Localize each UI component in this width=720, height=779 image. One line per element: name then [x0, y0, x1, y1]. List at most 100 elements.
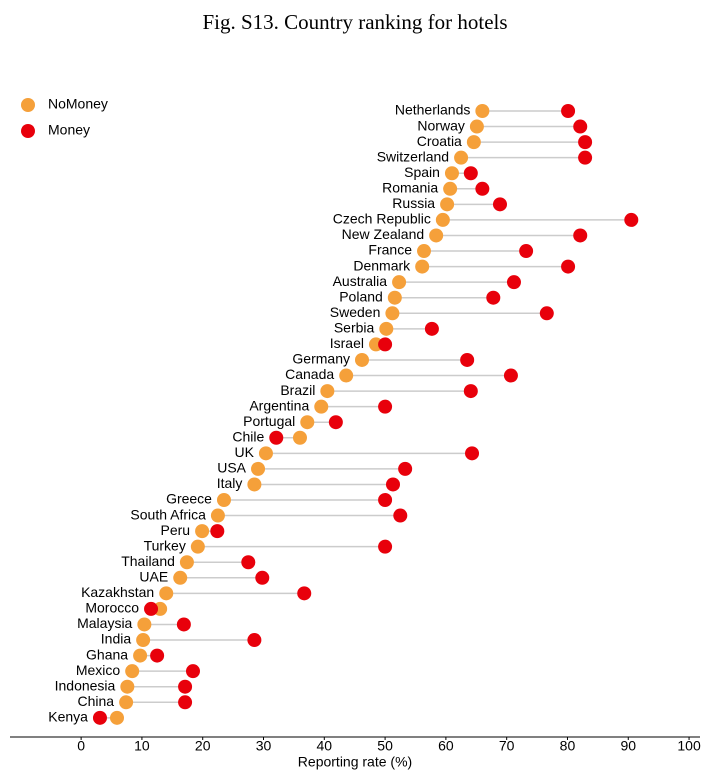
y-tick-label: Norway [417, 117, 464, 133]
dot [475, 104, 490, 118]
x-tick-label: 0 [77, 738, 85, 754]
dot [379, 321, 394, 336]
dot [378, 539, 393, 554]
y-tick-label: Peru [161, 522, 191, 538]
y-tick-label: Switzerland [377, 148, 449, 164]
dot [210, 524, 225, 539]
dot [339, 368, 354, 383]
dot [297, 586, 312, 601]
dot [578, 135, 593, 150]
dot [195, 524, 210, 539]
y-tick-label: Italy [217, 475, 243, 491]
legend-label: NoMoney [48, 96, 108, 112]
dot [378, 493, 393, 507]
dot [190, 539, 205, 554]
x-tick-label: 100 [677, 738, 701, 754]
dot [475, 181, 490, 196]
dot [561, 104, 576, 118]
dot [429, 228, 444, 243]
dot [460, 352, 475, 367]
y-tick-label: Israel [330, 335, 364, 351]
y-tick-label: UK [234, 444, 254, 460]
dot [120, 679, 135, 694]
dot [469, 119, 484, 134]
dot [247, 477, 262, 492]
x-tick-label: 90 [620, 738, 636, 754]
x-tick-label: 20 [195, 738, 211, 754]
dot [241, 555, 256, 570]
y-tick-label: Czech Republic [333, 211, 431, 227]
y-tick-label: Portugal [243, 413, 295, 429]
y-tick-label: India [101, 631, 132, 647]
y-tick-label: Ghana [86, 646, 128, 662]
dot [539, 306, 554, 321]
dot [385, 306, 400, 321]
dot [269, 430, 284, 445]
dot [185, 664, 200, 679]
dot [443, 181, 458, 196]
dot [133, 648, 148, 663]
y-tick-label: Denmark [353, 257, 411, 273]
dot [378, 399, 393, 414]
y-tick-label: Brazil [280, 382, 315, 398]
dot [624, 212, 639, 227]
y-tick-label: South Africa [130, 506, 206, 522]
y-tick-label: Spain [404, 164, 440, 180]
dot [150, 648, 165, 663]
dot [176, 617, 191, 632]
dot [392, 275, 407, 290]
dot [173, 570, 188, 585]
dot [463, 166, 478, 181]
legend-label: Money [48, 122, 90, 138]
dot [328, 415, 343, 430]
y-tick-label: Romania [382, 180, 438, 196]
y-tick-label: Russia [392, 195, 435, 211]
y-tick-label: Serbia [334, 320, 375, 336]
chart-title: Fig. S13. Country ranking for hotels [202, 10, 507, 34]
x-tick-label: 50 [377, 738, 393, 754]
y-tick-label: China [78, 693, 115, 709]
dot [144, 601, 159, 616]
x-tick-label: 30 [256, 738, 272, 754]
y-tick-label: Netherlands [395, 102, 471, 118]
dot [109, 710, 124, 725]
dot [247, 633, 262, 648]
y-tick-label: Chile [232, 428, 264, 444]
dot [387, 290, 402, 305]
dot [519, 244, 534, 259]
dot [463, 384, 478, 399]
legend-marker [21, 98, 35, 112]
dot [435, 212, 450, 227]
dot [454, 150, 469, 165]
y-tick-label: Poland [339, 288, 383, 304]
dot [440, 197, 455, 212]
x-axis-label: Reporting rate (%) [298, 754, 412, 770]
x-tick-label: 70 [499, 738, 515, 754]
y-tick-label: Australia [333, 273, 388, 289]
dot [417, 244, 431, 259]
dot [216, 493, 231, 507]
dot [398, 461, 413, 476]
dot [136, 633, 151, 648]
dot [258, 446, 273, 461]
dot [137, 617, 152, 632]
y-tick-label: Sweden [330, 304, 381, 320]
dot [465, 446, 480, 461]
dot [119, 695, 134, 710]
y-tick-label: Indonesia [55, 677, 116, 693]
dot [378, 337, 393, 352]
dot [573, 119, 588, 134]
dot [503, 368, 518, 383]
dot [506, 275, 521, 290]
y-tick-label: Malaysia [77, 615, 132, 631]
dot [320, 384, 335, 399]
dot [486, 290, 501, 305]
y-tick-label: Turkey [144, 537, 186, 553]
dot [415, 259, 430, 274]
y-tick-label: Kazakhstan [81, 584, 154, 600]
dot [178, 695, 193, 710]
y-tick-label: France [368, 242, 412, 258]
dot [444, 166, 459, 181]
y-tick-label: Germany [292, 351, 350, 367]
